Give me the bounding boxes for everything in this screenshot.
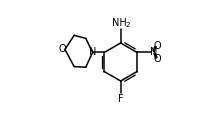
Text: N: N bbox=[89, 47, 96, 58]
Text: NH: NH bbox=[112, 18, 127, 28]
Text: O: O bbox=[154, 54, 161, 64]
Text: O: O bbox=[154, 41, 161, 51]
Text: O: O bbox=[58, 44, 66, 54]
Text: F: F bbox=[118, 94, 123, 104]
Text: N: N bbox=[150, 47, 158, 58]
Text: 2: 2 bbox=[125, 22, 130, 28]
